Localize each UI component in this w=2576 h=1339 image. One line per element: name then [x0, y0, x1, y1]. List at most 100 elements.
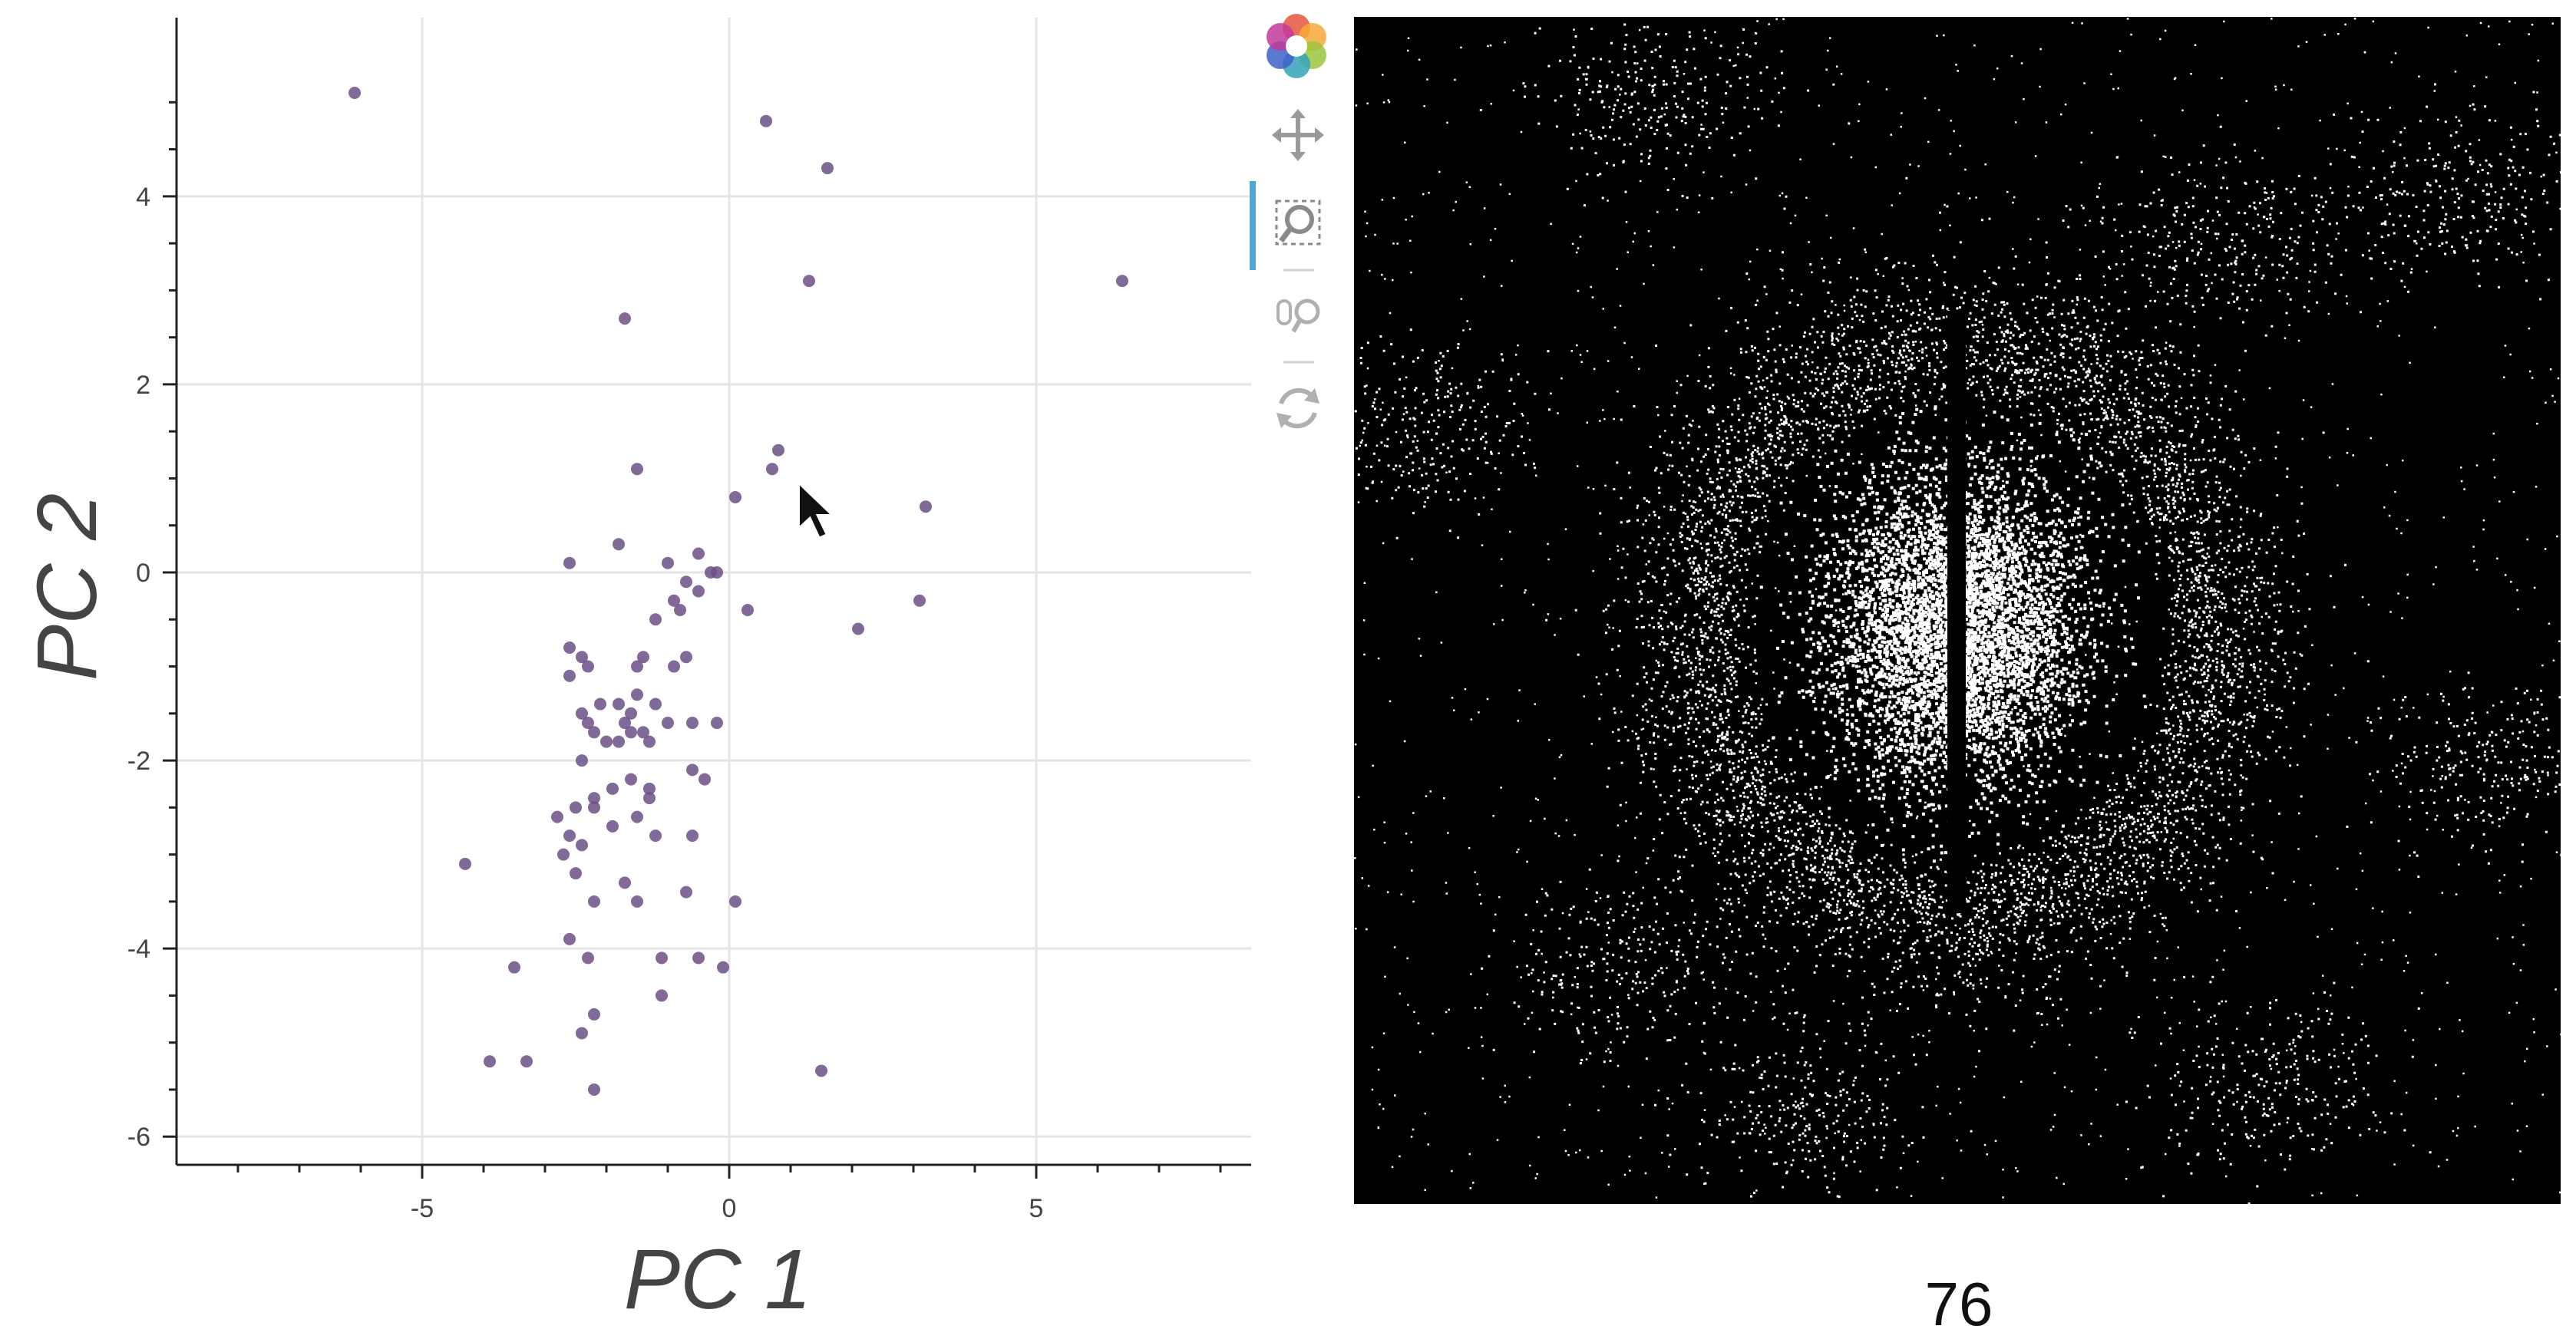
mouse-cursor-icon: [797, 478, 837, 541]
data-point: [643, 735, 656, 748]
data-point: [576, 1027, 588, 1040]
x-axis-title: PC 1: [624, 1232, 812, 1327]
data-point: [698, 773, 711, 786]
data-point: [606, 820, 619, 833]
data-point: [686, 763, 698, 777]
data-point: [668, 594, 680, 607]
y-tick-label: -6: [127, 1123, 150, 1152]
data-point: [662, 556, 674, 569]
y-axis-title: PC 2: [20, 493, 114, 681]
wheel-zoom-tool-icon[interactable]: [1276, 298, 1320, 333]
data-point: [815, 1064, 827, 1077]
data-point: [656, 951, 668, 965]
pan-tool-icon[interactable]: [1272, 109, 1324, 161]
data-point: [772, 444, 784, 457]
data-point: [649, 698, 662, 711]
data-point: [625, 726, 637, 739]
reset-tool-icon[interactable]: [1276, 388, 1319, 429]
x-tick-label: 0: [722, 1194, 737, 1223]
data-point: [692, 951, 705, 965]
data-point: [631, 688, 643, 701]
data-point: [576, 839, 588, 852]
data-point: [680, 576, 692, 589]
data-point: [582, 951, 594, 965]
data-point: [674, 604, 686, 617]
data-point: [576, 707, 588, 720]
data-point: [631, 660, 643, 673]
data-point: [484, 1055, 496, 1068]
data-point: [692, 547, 705, 560]
y-tick-label: -2: [127, 747, 150, 776]
data-point: [717, 961, 729, 974]
data-point: [656, 989, 668, 1002]
data-point: [508, 961, 520, 974]
data-point: [619, 717, 631, 730]
data-point: [625, 773, 637, 786]
data-point: [348, 87, 361, 100]
x-tick-label: 5: [1029, 1194, 1044, 1223]
data-point: [563, 669, 576, 682]
frame-label: 76: [1925, 1270, 1993, 1338]
data-point: [520, 1055, 533, 1068]
data-point: [662, 717, 674, 730]
data-point: [649, 829, 662, 843]
data-point: [1116, 275, 1128, 288]
beamstop-shadow: [1947, 311, 1966, 913]
box-zoom-tool-icon[interactable]: [1275, 200, 1321, 246]
data-point: [619, 312, 631, 325]
y-tick-label: -4: [127, 935, 150, 964]
data-point: [588, 801, 600, 814]
data-point: [551, 810, 563, 823]
data-point: [613, 735, 625, 748]
plot-area[interactable]: [177, 18, 1251, 1165]
data-point: [637, 651, 649, 664]
data-point: [588, 792, 600, 805]
data-point: [680, 886, 692, 899]
data-point: [686, 717, 698, 730]
data-point: [570, 867, 582, 880]
data-point: [631, 810, 643, 823]
scatter-points: [348, 87, 1128, 1096]
data-point: [594, 698, 606, 711]
data-point: [557, 848, 570, 861]
data-point: [686, 829, 698, 843]
data-point: [563, 932, 576, 945]
data-point: [631, 895, 643, 908]
data-point: [588, 726, 600, 739]
data-point: [668, 660, 680, 673]
active-tool-indicator: [1250, 181, 1256, 270]
data-point: [766, 463, 778, 476]
data-point: [606, 782, 619, 795]
bokeh-logo-icon[interactable]: [1267, 14, 1326, 78]
data-point: [711, 717, 723, 730]
data-point: [625, 707, 637, 720]
data-point: [588, 895, 600, 908]
data-point: [563, 641, 576, 655]
data-point: [576, 754, 588, 767]
data-point: [582, 717, 594, 730]
data-point: [576, 651, 588, 664]
data-point: [821, 162, 834, 175]
data-point: [613, 698, 625, 711]
y-tick-label: 0: [136, 559, 150, 588]
data-point: [729, 490, 741, 503]
scatter-plot[interactable]: -5 0 5 4 2 0 -2 -4 -6 PC 1 PC 2: [20, 18, 1251, 1327]
data-point: [563, 556, 576, 569]
data-point: [459, 857, 471, 870]
data-point: [582, 660, 594, 673]
data-point: [570, 801, 582, 814]
data-point: [803, 275, 815, 288]
data-point: [649, 613, 662, 626]
data-point: [643, 792, 656, 805]
data-point: [913, 594, 926, 607]
data-point: [852, 622, 864, 635]
diffraction-image-panel: 76: [1354, 17, 2563, 1338]
data-point: [711, 566, 723, 579]
data-point: [619, 876, 631, 889]
data-point: [631, 463, 643, 476]
y-tick-label: 4: [136, 183, 150, 212]
data-point: [563, 829, 576, 843]
data-point: [680, 651, 692, 664]
data-point: [588, 1008, 600, 1021]
